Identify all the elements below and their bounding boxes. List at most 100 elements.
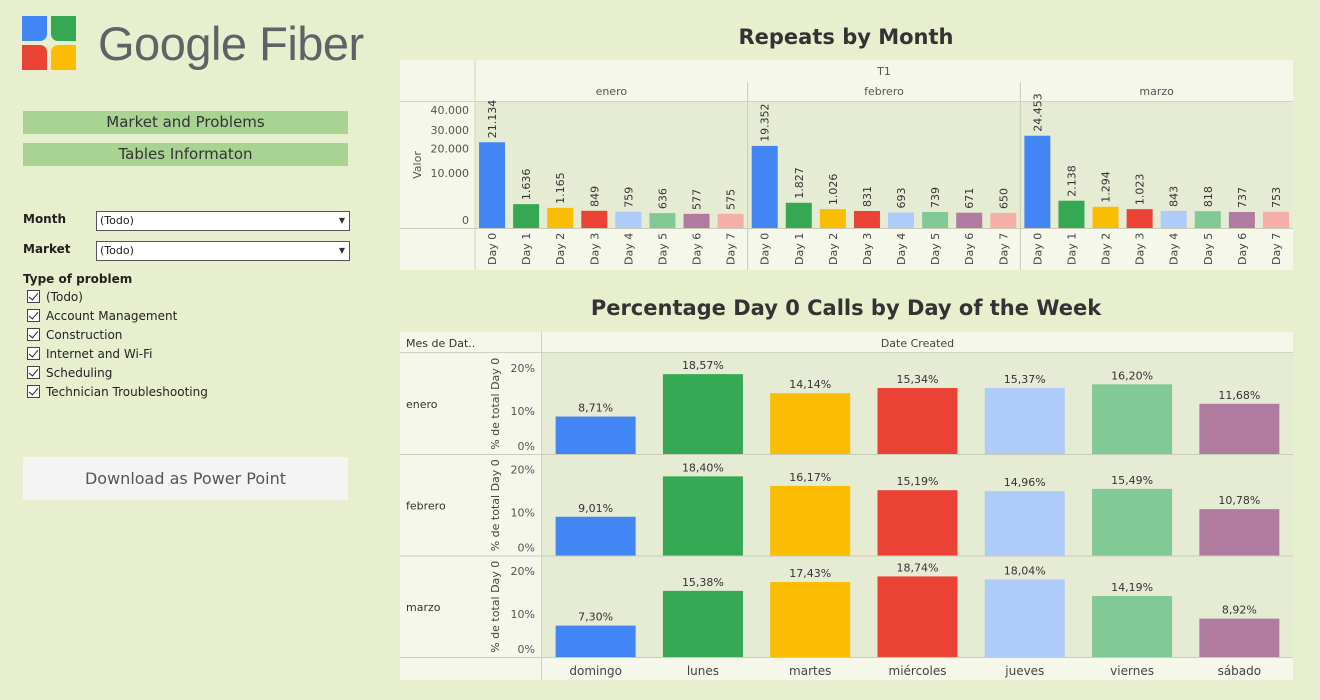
bar — [853, 210, 880, 228]
market-filter-select[interactable]: (Todo) ▼ — [96, 241, 350, 261]
problem-checkbox-internet-wifi[interactable]: Internet and Wi-Fi — [27, 347, 152, 365]
bar-value-label: 24.453 — [1031, 93, 1044, 132]
x-tick-label: Day 1 — [1065, 233, 1078, 265]
problem-checkbox-scheduling[interactable]: Scheduling — [27, 366, 112, 384]
row-header: Mes de Dat.. — [406, 337, 475, 350]
bar — [984, 387, 1065, 454]
bar — [1228, 211, 1255, 228]
y-tick-label: 10% — [511, 608, 535, 621]
checkbox-checked-icon[interactable] — [27, 385, 40, 398]
y-tick-label: 10% — [511, 507, 535, 520]
problem-checkbox-account-management[interactable]: Account Management — [27, 309, 177, 327]
bar-value-label: 636 — [656, 188, 669, 209]
checkbox-checked-icon[interactable] — [27, 309, 40, 322]
x-tick-label: Day 0 — [1031, 233, 1044, 265]
checkbox-checked-icon[interactable] — [27, 366, 40, 379]
bar — [1126, 209, 1153, 228]
bar-value-label: 21.134 — [486, 100, 499, 138]
checkbox-checked-icon[interactable] — [27, 347, 40, 360]
bar-value-label: 18,04% — [1004, 564, 1046, 577]
bar — [581, 210, 608, 228]
market-filter-value: (Todo) — [100, 244, 134, 257]
repeats-by-month-title: Repeats by Month — [738, 25, 954, 49]
panel-label: enero — [596, 85, 628, 98]
month-filter-value: (Todo) — [100, 214, 134, 227]
bar — [819, 209, 846, 228]
x-tick-label: Day 6 — [691, 233, 704, 265]
dropdown-arrow-icon: ▼ — [338, 216, 345, 225]
problem-option-label: Account Management — [46, 309, 178, 323]
problem-checkbox-technician-troubleshooting[interactable]: Technician Troubleshooting — [27, 385, 208, 403]
bar-value-label: 759 — [622, 187, 635, 208]
tables-information-button[interactable]: Tables Informaton — [23, 143, 348, 166]
bar-value-label: 1.636 — [520, 169, 533, 201]
month-filter-label: Month — [23, 212, 67, 226]
bar — [615, 211, 642, 228]
x-tick-label: Day 5 — [1202, 233, 1215, 265]
bar-value-label: 19.352 — [759, 103, 772, 141]
month-filter-select[interactable]: (Todo) ▼ — [96, 211, 350, 231]
bar-value-label: 18,57% — [682, 359, 724, 372]
bar — [1092, 488, 1173, 556]
y-tick-label: 20.000 — [431, 143, 470, 156]
bar-value-label: 11,68% — [1218, 389, 1260, 402]
problem-checkbox-construction[interactable]: Construction — [27, 328, 122, 346]
x-tick-label: viernes — [1110, 664, 1154, 678]
y-tick-label: 20% — [511, 464, 535, 477]
x-tick-label: miércoles — [889, 664, 947, 678]
x-tick-label: sábado — [1218, 664, 1262, 678]
bar-value-label: 7,30% — [578, 611, 613, 624]
checkbox-checked-icon[interactable] — [27, 328, 40, 341]
x-tick-label: Day 4 — [622, 233, 635, 265]
bar — [888, 212, 915, 228]
x-tick-label: Day 7 — [1270, 233, 1283, 265]
bar — [662, 374, 743, 454]
bar — [990, 212, 1017, 228]
y-tick-label: 30.000 — [431, 124, 470, 137]
checkbox-checked-icon[interactable] — [27, 290, 40, 303]
bar-value-label: 818 — [1202, 186, 1215, 207]
x-tick-label: martes — [789, 664, 831, 678]
bar — [956, 212, 983, 228]
market-and-problems-button[interactable]: Market and Problems — [23, 111, 348, 134]
bar — [877, 576, 958, 657]
problem-option-label: Internet and Wi-Fi — [46, 347, 153, 361]
y-tick-label: 20% — [511, 362, 535, 375]
y-tick-label: 10% — [511, 405, 535, 418]
bar — [662, 476, 743, 556]
bar-value-label: 15,49% — [1111, 474, 1153, 487]
repeats-by-month-chart: T1 enero 21.134 Day 0 1.636 Day 1 1.165 Day 2 84… — [400, 60, 1293, 270]
y-tick-label: 20% — [511, 565, 535, 578]
bar-value-label: 10,78% — [1218, 494, 1260, 507]
y-tick-label: 0 — [462, 214, 469, 227]
bar — [785, 202, 812, 228]
bar-value-label: 15,19% — [897, 475, 939, 488]
problem-option-label: Technician Troubleshooting — [46, 385, 208, 399]
download-powerpoint-button[interactable]: Download as Power Point — [23, 457, 348, 500]
bar — [513, 204, 540, 228]
bar — [555, 516, 636, 556]
x-tick-label: Day 3 — [861, 233, 874, 265]
bar-value-label: 8,71% — [578, 402, 613, 415]
bar-value-label: 1.827 — [793, 167, 806, 199]
problem-checkbox-todo[interactable]: (Todo) — [27, 290, 83, 308]
bar — [877, 388, 958, 454]
y-tick-label: 0% — [518, 542, 535, 555]
bar — [984, 579, 1065, 657]
x-tick-label: Day 7 — [997, 233, 1010, 265]
bar-value-label: 575 — [725, 189, 738, 210]
percentage-day0-chart: Mes de Dat.. Date Created enero % de total … — [400, 332, 1293, 680]
x-tick-label: Day 1 — [520, 233, 533, 265]
x-tick-label: domingo — [569, 664, 622, 678]
percentage-day0-title: Percentage Day 0 Calls by Day of the Wee… — [590, 296, 1102, 320]
bar-value-label: 15,38% — [682, 576, 724, 589]
bar-value-label: 1.294 — [1100, 171, 1113, 203]
row-label: marzo — [406, 601, 441, 614]
bar-value-label: 18,74% — [897, 561, 939, 574]
bar — [555, 416, 636, 454]
y-axis-label: % de total Day 0 — [489, 561, 502, 653]
bar-value-label: 739 — [929, 187, 942, 208]
y-tick-label: 10.000 — [431, 167, 470, 180]
bar-value-label: 18,40% — [682, 461, 724, 474]
bar — [1262, 211, 1289, 228]
